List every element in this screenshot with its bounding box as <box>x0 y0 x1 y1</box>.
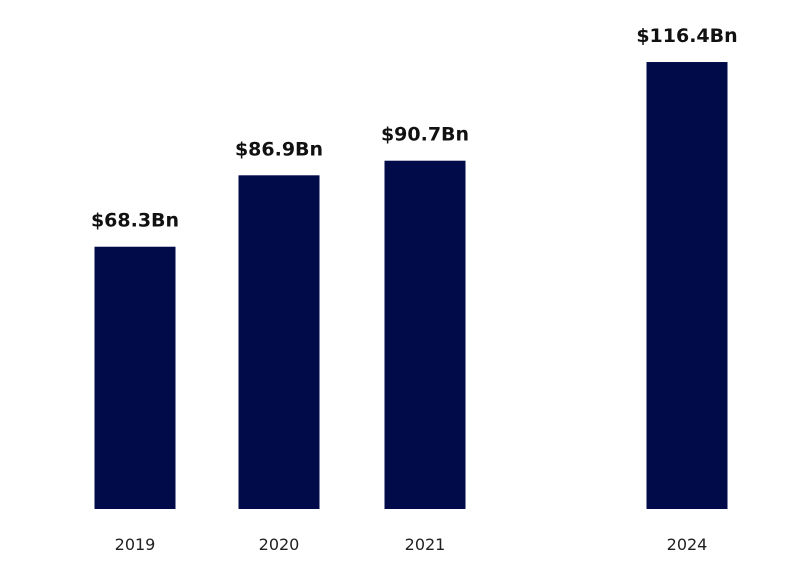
bar-2019 <box>94 246 176 509</box>
data-label-2020: $86.9Bn <box>235 138 323 160</box>
data-label-2019: $68.3Bn <box>91 210 179 232</box>
bar-2020 <box>238 175 320 509</box>
x-tick-2019: 2019 <box>115 535 156 554</box>
bar-2024 <box>646 62 728 510</box>
data-label-2024: $116.4Bn <box>636 25 737 47</box>
x-tick-2024: 2024 <box>667 535 708 554</box>
x-tick-2021: 2021 <box>405 535 446 554</box>
data-label-2021: $90.7Bn <box>381 124 469 146</box>
x-tick-2020: 2020 <box>259 535 300 554</box>
bar-2021 <box>384 160 466 509</box>
